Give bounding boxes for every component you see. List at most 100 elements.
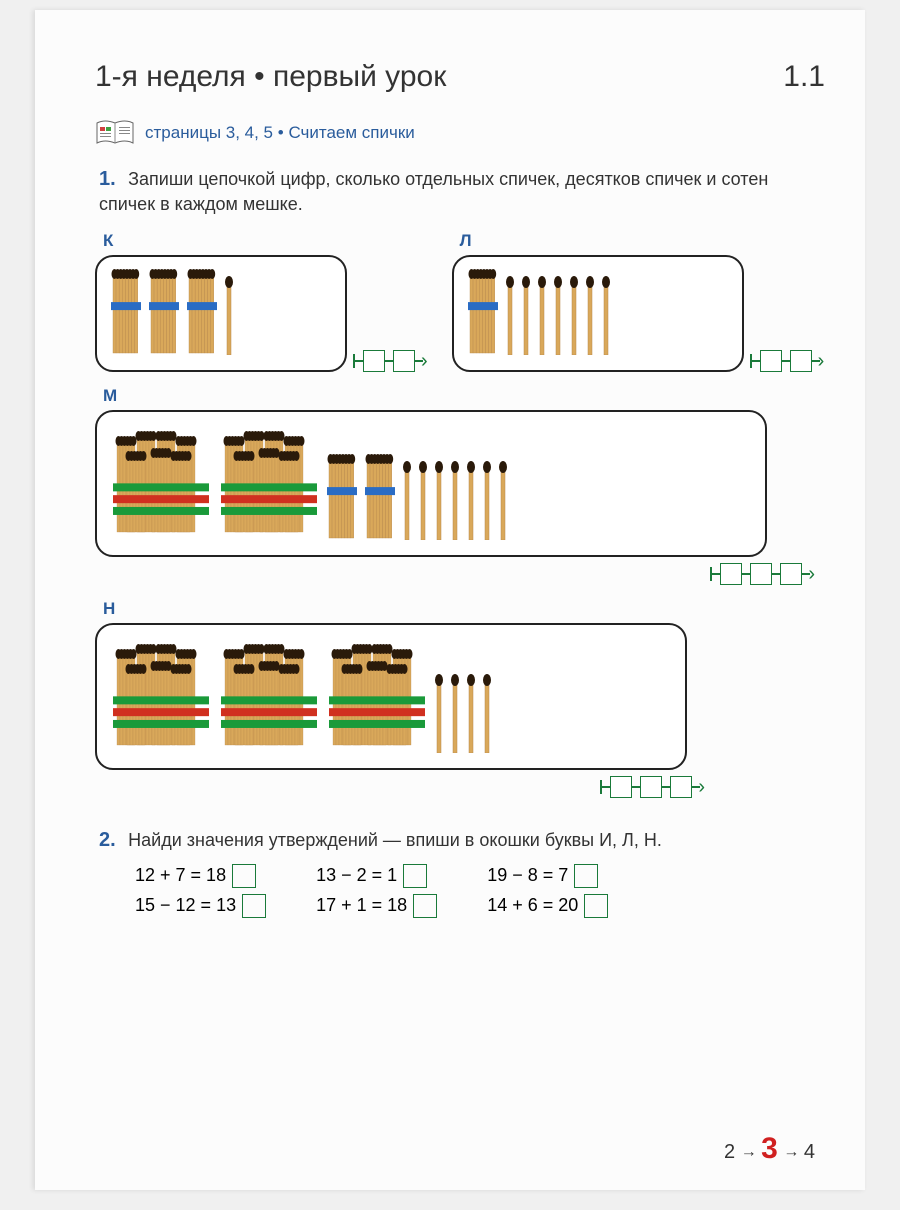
equation-text: 15 − 12 = 13 (135, 895, 236, 916)
equation-item: 15 − 12 = 13 (135, 894, 266, 918)
answer-box[interactable] (574, 864, 598, 888)
bags-row-1: К › Л (95, 231, 825, 372)
chain-box[interactable] (750, 563, 772, 585)
single-match (522, 275, 530, 360)
chain-box[interactable] (363, 350, 385, 372)
single-match (586, 275, 594, 360)
single-match (554, 275, 562, 360)
chain-arrow-icon: › (818, 354, 825, 368)
bag-N-container: Н › (95, 599, 825, 798)
ten-bundle (468, 267, 498, 360)
equation-item: 19 − 8 = 7 (487, 864, 608, 888)
ten-bundle (187, 267, 217, 360)
single-match (506, 275, 514, 360)
answer-box[interactable] (232, 864, 256, 888)
bag-N-label: Н (103, 599, 825, 619)
answer-chain-N[interactable]: › (600, 776, 705, 798)
bag-L-label: Л (460, 231, 829, 251)
ten-bundle (111, 267, 141, 360)
chain-line (712, 573, 720, 575)
hundred-bundle (219, 635, 319, 758)
equation-text: 19 − 8 = 7 (487, 865, 568, 886)
chain-box[interactable] (610, 776, 632, 798)
chain-line (752, 360, 760, 362)
chain-line (662, 786, 670, 788)
bag-L-container: Л › (452, 231, 829, 372)
single-match (419, 460, 427, 545)
equations-grid: 12 + 7 = 18 15 − 12 = 13 13 − 2 = 1 17 +… (135, 864, 825, 918)
equation-column: 12 + 7 = 18 15 − 12 = 13 (135, 864, 266, 918)
ten-bundle (365, 452, 395, 545)
next-page: 4 (804, 1141, 815, 1163)
chain-arrow-icon: › (698, 780, 705, 794)
answer-box[interactable] (584, 894, 608, 918)
chain-box[interactable] (780, 563, 802, 585)
chain-arrow-icon: › (421, 354, 428, 368)
hundred-bundle (111, 635, 211, 758)
bag-M (95, 410, 767, 557)
problem-2-number: 2. (99, 829, 116, 851)
chain-box[interactable] (640, 776, 662, 798)
current-page: 3 (761, 1132, 778, 1165)
single-match (570, 275, 578, 360)
single-match (483, 460, 491, 545)
bag-M-label: М (103, 386, 825, 406)
bag-M-container: М › (95, 386, 825, 585)
chain-box[interactable] (720, 563, 742, 585)
answer-box[interactable] (403, 864, 427, 888)
single-match (403, 460, 411, 545)
problem-1-text: Запиши цепочкой цифр, сколько отдельных … (99, 169, 768, 214)
chain-box[interactable] (670, 776, 692, 798)
workbook-page: 1-я неделя • первый урок 1.1 страницы 3,… (35, 10, 865, 1190)
chain-box[interactable] (790, 350, 812, 372)
chain-line (632, 786, 640, 788)
equation-item: 17 + 1 = 18 (316, 894, 437, 918)
single-match (435, 460, 443, 545)
problem-1: 1. Запиши цепочкой цифр, сколько отдельн… (95, 167, 825, 217)
answer-box[interactable] (242, 894, 266, 918)
single-match (467, 460, 475, 545)
page-header: 1-я неделя • первый урок 1.1 (95, 60, 825, 94)
answer-chain-K[interactable]: › (353, 350, 428, 372)
equation-column: 19 − 8 = 7 14 + 6 = 20 (487, 864, 608, 918)
chain-line (782, 360, 790, 362)
ten-bundle (327, 452, 357, 545)
answer-box[interactable] (413, 894, 437, 918)
topic-text: Считаем спички (288, 123, 414, 142)
equation-text: 14 + 6 = 20 (487, 895, 578, 916)
equation-text: 12 + 7 = 18 (135, 865, 226, 886)
chain-line (742, 573, 750, 575)
hundred-bundle (327, 635, 427, 758)
single-match (483, 673, 491, 758)
bag-K (95, 255, 347, 372)
hundred-bundle (111, 422, 211, 545)
chain-line (385, 360, 393, 362)
arrow-icon: → (783, 1144, 803, 1161)
page-footer: 2 → 3 → 4 (724, 1132, 815, 1166)
bag-K-label: К (103, 231, 432, 251)
chain-line (772, 573, 780, 575)
subtitle-row: страницы 3, 4, 5 • Считаем спички (95, 119, 825, 147)
equation-item: 14 + 6 = 20 (487, 894, 608, 918)
single-match (602, 275, 610, 360)
chain-arrow-icon: › (808, 567, 815, 581)
section-number: 1.1 (783, 60, 825, 94)
pages-text: страницы 3, 4, 5 (145, 123, 273, 142)
prev-page: 2 (724, 1141, 735, 1163)
chain-box[interactable] (760, 350, 782, 372)
single-match (499, 460, 507, 545)
bullet: • (278, 123, 289, 142)
single-match (451, 460, 459, 545)
chain-box[interactable] (393, 350, 415, 372)
answer-chain-L[interactable]: › (750, 350, 825, 372)
equation-item: 13 − 2 = 1 (316, 864, 437, 888)
problem-2-text: Найди значения утверждений — впиши в око… (128, 830, 662, 850)
equation-column: 13 − 2 = 1 17 + 1 = 18 (316, 864, 437, 918)
chain-line (355, 360, 363, 362)
equation-text: 13 − 2 = 1 (316, 865, 397, 886)
bag-L (452, 255, 744, 372)
answer-chain-M[interactable]: › (710, 563, 815, 585)
bag-K-container: К › (95, 231, 432, 372)
textbook-pages: страницы 3, 4, 5 • Считаем спички (145, 123, 415, 143)
arrow-icon: → (741, 1144, 761, 1161)
